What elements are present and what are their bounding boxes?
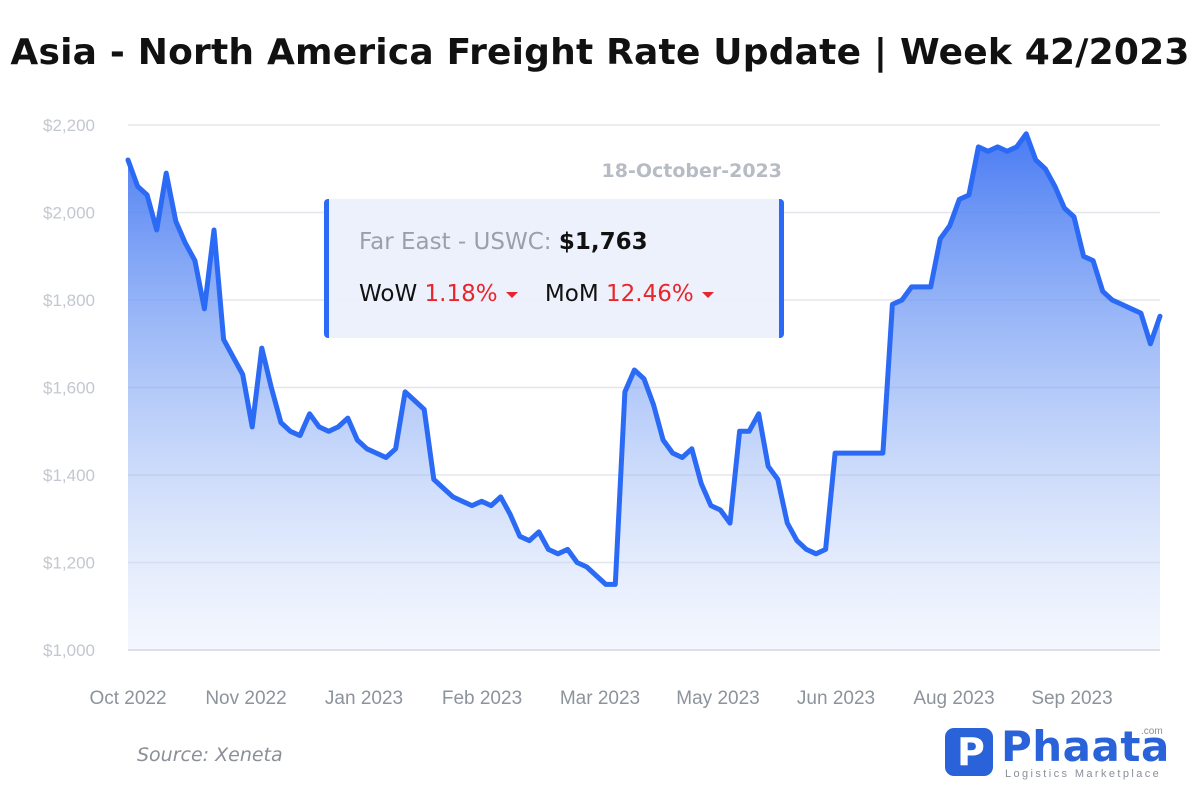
brand-name: Phaata (1001, 722, 1170, 771)
x-tick-label: Aug 2023 (913, 688, 994, 709)
y-tick-label: $2,000 (43, 204, 95, 223)
x-tick-label: Sep 2023 (1031, 688, 1112, 709)
x-tick-label: Nov 2022 (205, 688, 286, 709)
x-tick-label: Jun 2023 (797, 688, 875, 709)
source-note: Source: Xeneta (137, 744, 283, 766)
x-tick-label: May 2023 (676, 688, 759, 709)
x-tick-label: Mar 2023 (560, 688, 640, 709)
y-tick-label: $1,400 (43, 466, 95, 485)
mom-down-caret-icon (701, 291, 714, 298)
y-tick-label: $2,200 (43, 116, 95, 135)
y-tick-label: $1,800 (43, 291, 95, 310)
mom-value: 12.46% (606, 281, 694, 307)
y-tick-label: $1,600 (43, 379, 95, 398)
x-tick-label: Feb 2023 (442, 688, 522, 709)
route-value: $1,763 (558, 229, 648, 255)
y-axis-ticks: $1,000 $1,200 $1,400 $1,600 $1,800 $2,000 $2,2… (43, 116, 95, 660)
route-rate-line: Far East - USWC: $1,763 (359, 229, 648, 255)
rate-info-box: Far East - USWC: $1,763 WoW 1.18% MoM 12… (324, 199, 784, 338)
x-tick-label: Jan 2023 (325, 688, 403, 709)
wow-value: 1.18% (424, 281, 498, 307)
route-label: Far East - USWC: (359, 229, 552, 255)
brand-logo: P Phaata .com Logistics Marketplace (945, 722, 1175, 788)
x-tick-label: Oct 2022 (89, 688, 166, 709)
mom-label: MoM (544, 281, 599, 307)
change-line: WoW 1.18% MoM 12.46% (359, 281, 734, 307)
y-tick-label: $1,000 (43, 641, 95, 660)
brand-domain: .com (1141, 726, 1163, 737)
annotation-date: 18-October-2023 (601, 160, 783, 182)
x-axis-ticks: Oct 2022 Nov 2022 Jan 2023 Feb 2023 Mar 2023… (89, 688, 1112, 709)
brand-tagline: Logistics Marketplace (1005, 768, 1162, 780)
wow-down-caret-icon (505, 291, 518, 298)
y-tick-label: $1,200 (43, 554, 95, 573)
rate-area-fill (128, 133, 1160, 651)
brand-mark-icon: P (945, 728, 993, 776)
wow-label: WoW (359, 281, 418, 307)
chart-title: Asia - North America Freight Rate Update… (10, 32, 1190, 73)
series-line-far-east-uswc (125, 131, 1163, 587)
